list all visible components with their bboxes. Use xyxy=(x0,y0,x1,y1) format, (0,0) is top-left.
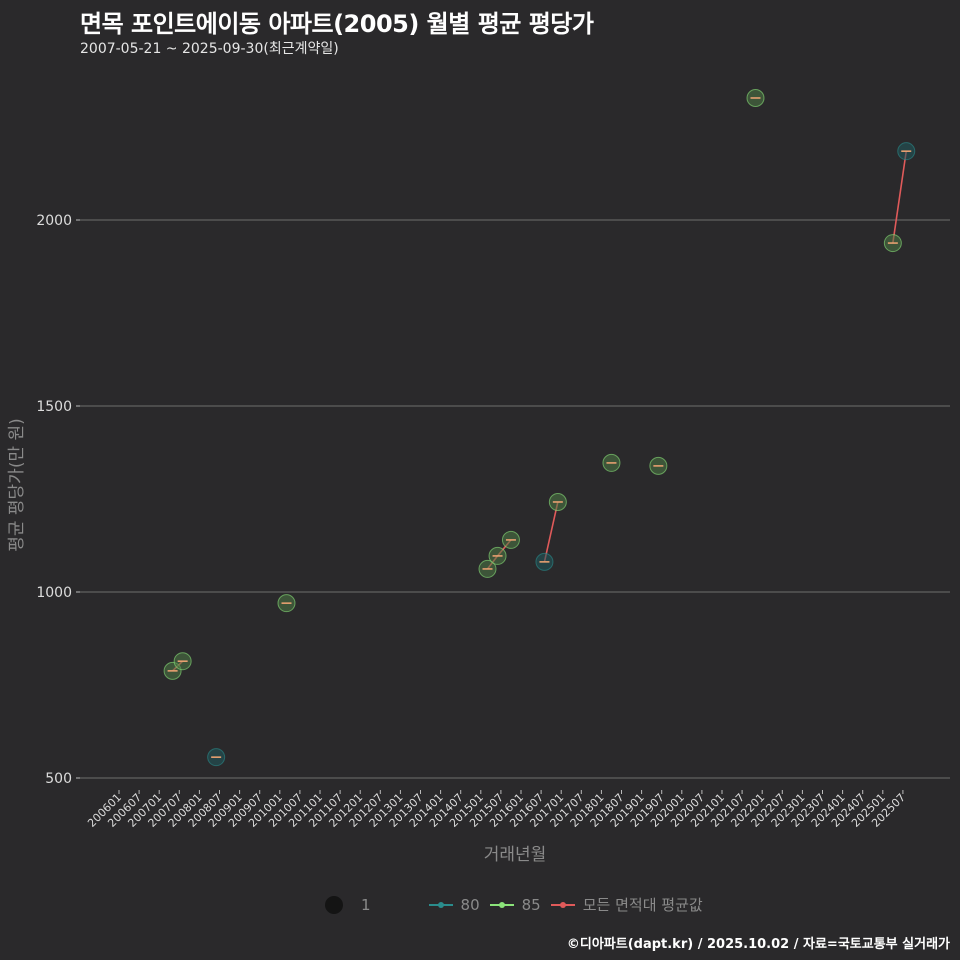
legend-item-85[interactable]: 85 xyxy=(489,895,541,914)
y-tick-label: 1500 xyxy=(36,399,72,415)
chart-subtitle: 2007-05-21 ~ 2025-09-30(최근계약일) xyxy=(80,41,339,57)
legend-size: 1 xyxy=(325,895,419,914)
legend-label: 80 xyxy=(460,895,480,914)
x-axis-ticks: 2006012006072007012007072008012008072009… xyxy=(85,790,908,830)
average-lines xyxy=(172,151,908,672)
line-point-icon xyxy=(428,899,453,911)
y-tick-label: 1000 xyxy=(36,585,72,601)
data-points xyxy=(163,88,916,767)
y-axis-label: 평균 평당가(만 원) xyxy=(7,418,27,552)
legend-item-average[interactable]: 모든 면적대 평균값 xyxy=(550,894,703,915)
y-tick-label: 2000 xyxy=(36,213,72,229)
size-dot-icon xyxy=(325,895,343,914)
chart-title: 면목 포인트에이동 아파트(2005) 월별 평균 평당가 xyxy=(80,10,594,38)
legend-size-label: 1 xyxy=(361,895,371,914)
grid-lines xyxy=(80,219,950,779)
x-axis-label: 거래년월 xyxy=(483,845,547,865)
legend-item-80[interactable]: 80 xyxy=(428,895,480,914)
line-point-icon xyxy=(550,899,575,911)
y-tick-label: 500 xyxy=(45,771,72,787)
line-point-icon xyxy=(489,899,514,911)
average-line-segment xyxy=(543,501,559,563)
footer-credit: ©디아파트(dapt.kr) / 2025.10.02 / 자료=국토교통부 실… xyxy=(566,937,950,952)
y-axis-ticks: 500 1000 1500 2000 xyxy=(36,213,80,787)
legend-label: 85 xyxy=(521,895,541,914)
legend: 1 80 85 모든 면적대 평균값 xyxy=(325,894,713,915)
average-line-segment xyxy=(892,151,908,244)
legend-label: 모든 면적대 평균값 xyxy=(582,896,703,914)
